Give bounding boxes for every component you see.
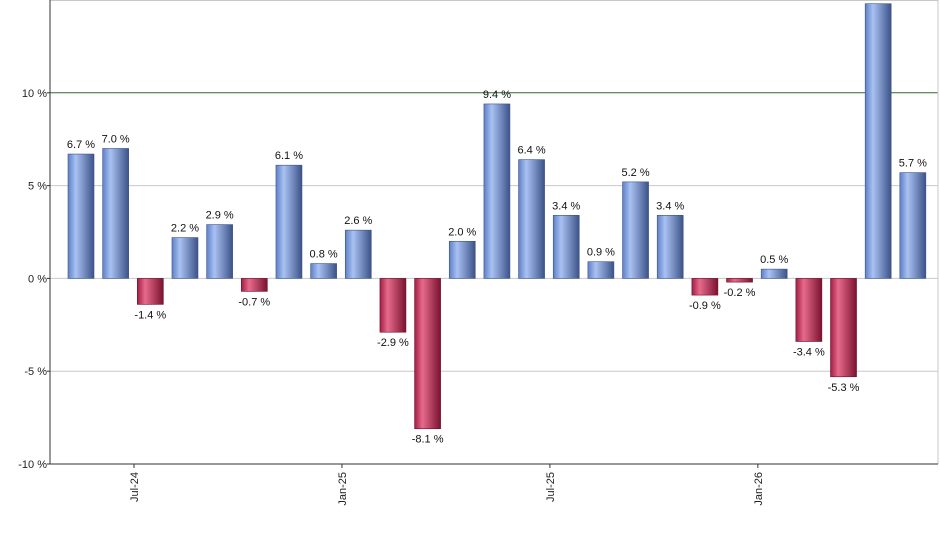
- data-label: 5.7 %: [899, 158, 927, 170]
- bar: [171, 237, 199, 279]
- data-label: 0.9 %: [587, 247, 615, 259]
- data-label: 9.4 %: [483, 89, 511, 101]
- bar: [518, 159, 545, 279]
- data-label: 2.2 %: [171, 223, 199, 235]
- bar: [864, 3, 892, 279]
- x-tick-label: Jul-24: [129, 472, 141, 502]
- y-tick-label: 5 %: [28, 181, 47, 193]
- data-label: 6.1 %: [275, 150, 303, 162]
- bar: [552, 214, 580, 279]
- bar: [448, 240, 476, 279]
- y-tick-label: -10 %: [18, 459, 47, 471]
- bar: [622, 181, 649, 279]
- bars: [67, 3, 927, 430]
- bar: [241, 278, 268, 292]
- data-labels: 6.7 % 7.0 % -1.4 % 2.2 % 2.9 % -0.7 % 6.1 % 0.8…: [67, 0, 927, 446]
- data-label: -0.9 %: [689, 300, 721, 312]
- data-label: 0.8 %: [310, 249, 338, 261]
- data-label: 0.5 %: [760, 254, 788, 266]
- bar: [414, 278, 441, 430]
- data-label: -3.4 %: [793, 347, 825, 359]
- y-tick-label: 0 %: [28, 273, 47, 285]
- data-label: 5.2 %: [621, 167, 649, 179]
- data-label: -5.3 %: [828, 382, 860, 394]
- x-tick-label: Jan-25: [337, 472, 349, 506]
- data-label: 2.0 %: [448, 226, 476, 238]
- data-label: -1.4 %: [134, 309, 166, 321]
- data-label: 2.6 %: [344, 215, 372, 227]
- bar: [760, 268, 788, 279]
- bar: [587, 261, 615, 279]
- data-label: -8.1 %: [412, 434, 444, 446]
- bar: [102, 148, 129, 279]
- data-label: 2.9 %: [206, 210, 234, 222]
- data-label: 3.4 %: [656, 200, 684, 212]
- data-label: 3.4 %: [552, 200, 580, 212]
- bar: [344, 229, 372, 279]
- data-label: -2.9 %: [377, 337, 409, 349]
- data-label: -0.7 %: [238, 296, 270, 308]
- data-label: 7.0 %: [102, 133, 130, 145]
- bar: [379, 278, 407, 333]
- bar: [656, 214, 684, 279]
- y-tick-label: -5 %: [24, 366, 47, 378]
- y-tick-label: 10 %: [22, 88, 47, 100]
- bar: [310, 263, 337, 279]
- bar: [67, 153, 95, 279]
- bar: [483, 103, 511, 279]
- bar: [137, 278, 164, 305]
- data-label: 14.8 %: [861, 0, 895, 1]
- bar: [726, 278, 753, 283]
- bar: [830, 278, 857, 378]
- axes: 10 % 5 % 0 % -5 % -10 % Jul-24 Jan-25 Jul-25 Jan…: [18, 0, 938, 506]
- bar: [206, 224, 233, 279]
- data-label: -0.2 %: [724, 287, 756, 299]
- data-label: 6.4 %: [518, 145, 546, 157]
- bar: [691, 278, 719, 296]
- bar: [795, 278, 823, 342]
- bar: [275, 164, 303, 279]
- data-label: 6.7 %: [67, 139, 95, 151]
- x-tick-label: Jul-25: [545, 472, 557, 502]
- x-tick-label: Jan-26: [753, 472, 765, 506]
- bar: [899, 172, 927, 279]
